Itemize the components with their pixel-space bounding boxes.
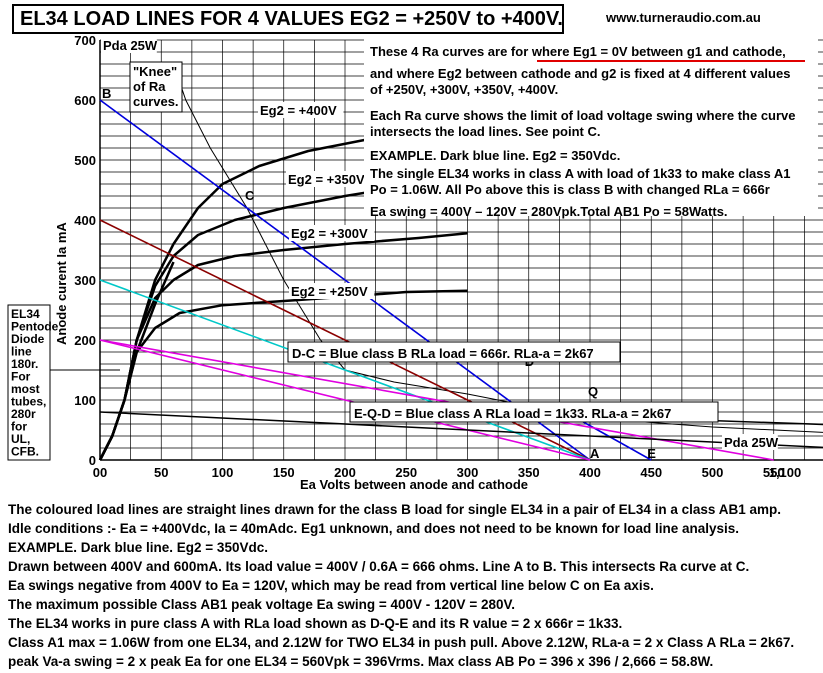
x-tick-label: 350 bbox=[518, 465, 540, 480]
pda-top-label-bg bbox=[101, 37, 157, 53]
x-tick-label: 00 bbox=[93, 465, 107, 480]
point-label-E: E bbox=[647, 446, 656, 461]
eg2-350-label: Eg2 = +350V bbox=[288, 172, 365, 187]
info-line: of +250V, +300V, +350V, +400V. bbox=[370, 82, 558, 97]
note-line: The maximum possible Class AB1 peak volt… bbox=[8, 597, 515, 612]
eg2-250-label-bg bbox=[289, 283, 375, 299]
y-tick-label: 0 bbox=[89, 453, 96, 468]
pda-right-label: Pda 25W bbox=[724, 435, 779, 450]
info-line: and where Eg2 between cathode and g2 is … bbox=[370, 66, 790, 81]
note-line: Ea swings negative from 400V to Ea = 120… bbox=[8, 578, 654, 593]
note-line: The EL34 works in pure class A with RLa … bbox=[8, 616, 623, 631]
y-tick-label: 500 bbox=[74, 153, 96, 168]
diode-box-line: tubes, bbox=[11, 395, 46, 409]
diode-box-line: 280r bbox=[11, 407, 36, 421]
eg2-250-label: Eg2 = +250V bbox=[291, 284, 368, 299]
diode-box-line: UL, bbox=[11, 432, 30, 446]
load-line bbox=[99, 339, 591, 461]
pda-top-label: Pda 25W bbox=[103, 38, 158, 53]
info-line: EXAMPLE. Dark blue line. Eg2 = 350Vdc. bbox=[370, 148, 620, 163]
y-tick-label: 400 bbox=[74, 213, 96, 228]
info-line: Each Ra curve shows the limit of load vo… bbox=[370, 108, 796, 123]
ra-curve bbox=[98, 261, 175, 461]
note-line: peak Va-a swing = 2 x peak Ea for one EL… bbox=[8, 654, 714, 669]
website-label: www.turneraudio.com.au bbox=[606, 10, 761, 25]
x-tick-label: 150 bbox=[273, 465, 295, 480]
x-tick-label: 500 bbox=[702, 465, 724, 480]
dc-label: D-C = Blue class B RLa load = 666r. RLa-… bbox=[292, 346, 594, 361]
ra-curves bbox=[98, 63, 823, 461]
knee-label: of Ra bbox=[133, 79, 166, 94]
diode-box bbox=[7, 304, 51, 461]
y-tick-label: 600 bbox=[74, 93, 96, 108]
diode-box-line: Pentode bbox=[11, 320, 59, 334]
y-axis-label: Anode curent Ia mA bbox=[54, 222, 69, 345]
eqd-label-box bbox=[349, 401, 719, 423]
x-tick-label: 100 bbox=[212, 465, 234, 480]
eg2-300-label-bg bbox=[289, 225, 375, 241]
eg2-400-label-bg bbox=[258, 102, 344, 118]
pda-right-label-bg bbox=[722, 434, 778, 450]
y-tick-label: 100 bbox=[74, 393, 96, 408]
point-label-B: B bbox=[102, 86, 111, 101]
note-line: Drawn between 400V and 600mA. Its load v… bbox=[8, 559, 750, 574]
diode-box-line: most bbox=[11, 382, 40, 396]
diode-box-line: CFB. bbox=[11, 445, 39, 459]
chart-axes: 0 100 200 300 400 500 600 700 00 50 100 150 200 250 30… bbox=[74, 33, 823, 480]
y-tick-label: 300 bbox=[74, 273, 96, 288]
chart-title: EL34 LOAD LINES FOR 4 VALUES EG2 = +250V… bbox=[12, 4, 564, 34]
y-tick-label: 200 bbox=[74, 333, 96, 348]
eg2-400-label: Eg2 = +400V bbox=[260, 103, 337, 118]
knee-box bbox=[129, 61, 183, 113]
notes-section: The coloured load lines are straight lin… bbox=[8, 500, 818, 671]
diode-box-line: Diode bbox=[11, 332, 45, 346]
diode-box-line: For bbox=[11, 370, 31, 384]
dc-label-box bbox=[287, 341, 621, 363]
x-tick-label: 450 bbox=[640, 465, 662, 480]
info-bg bbox=[364, 38, 818, 216]
load-line bbox=[99, 411, 823, 449]
x-tick-label: 1,100 bbox=[769, 465, 802, 480]
knee-label: curves. bbox=[133, 94, 179, 109]
info-line: These 4 Ra curves are for where Eg1 = 0V… bbox=[370, 44, 786, 59]
x-tick-label: 50 bbox=[154, 465, 168, 480]
diode-box-line: line bbox=[11, 345, 32, 359]
diode-box-line: 180r. bbox=[11, 357, 38, 371]
info-line: The single EL34 works in class A with lo… bbox=[370, 166, 791, 181]
point-label-C: C bbox=[245, 188, 255, 203]
point-label-A: A bbox=[590, 446, 600, 461]
info-line: intersects the load lines. See point C. bbox=[370, 124, 600, 139]
x-axis-label: Ea Volts between anode and cathode bbox=[300, 477, 528, 492]
y-tick-label: 700 bbox=[74, 33, 96, 48]
load-line bbox=[99, 279, 591, 461]
point-label-Q: Q bbox=[588, 384, 598, 399]
load-line-chart: 0 100 200 300 400 500 600 700 00 50 100 150 200 250 30… bbox=[7, 33, 823, 492]
note-line: The coloured load lines are straight lin… bbox=[8, 502, 781, 517]
eg2-300-label: Eg2 = +300V bbox=[291, 226, 368, 241]
x-tick-label: 250 bbox=[395, 465, 417, 480]
note-line: Idle conditions :- Ea = +400Vdc, Ia = 40… bbox=[8, 521, 740, 536]
eg2-350-label-bg bbox=[286, 171, 372, 187]
info-line: Ea swing = 400V – 120V = 280Vpk.Total AB… bbox=[370, 204, 728, 219]
note-line: EXAMPLE. Dark blue line. Eg2 = 350Vdc. bbox=[8, 540, 268, 555]
pda-curve bbox=[173, 63, 823, 433]
note-line: Class A1 max = 1.06W from one EL34, and … bbox=[8, 635, 795, 650]
diode-box-line: EL34 bbox=[11, 307, 40, 321]
eqd-label: E-Q-D = Blue class A RLa load = 1k33. RL… bbox=[354, 406, 671, 421]
x-tick-label: 300 bbox=[457, 465, 479, 480]
x-tick-label: 200 bbox=[334, 465, 356, 480]
diode-box-line: for bbox=[11, 420, 27, 434]
x-tick-label: 400 bbox=[579, 465, 601, 480]
knee-label: "Knee" bbox=[133, 64, 177, 79]
x-tick-label: 550 bbox=[763, 465, 785, 480]
load-line bbox=[99, 99, 591, 461]
info-line: Po = 1.06W. All Po above this is class B… bbox=[370, 182, 770, 197]
